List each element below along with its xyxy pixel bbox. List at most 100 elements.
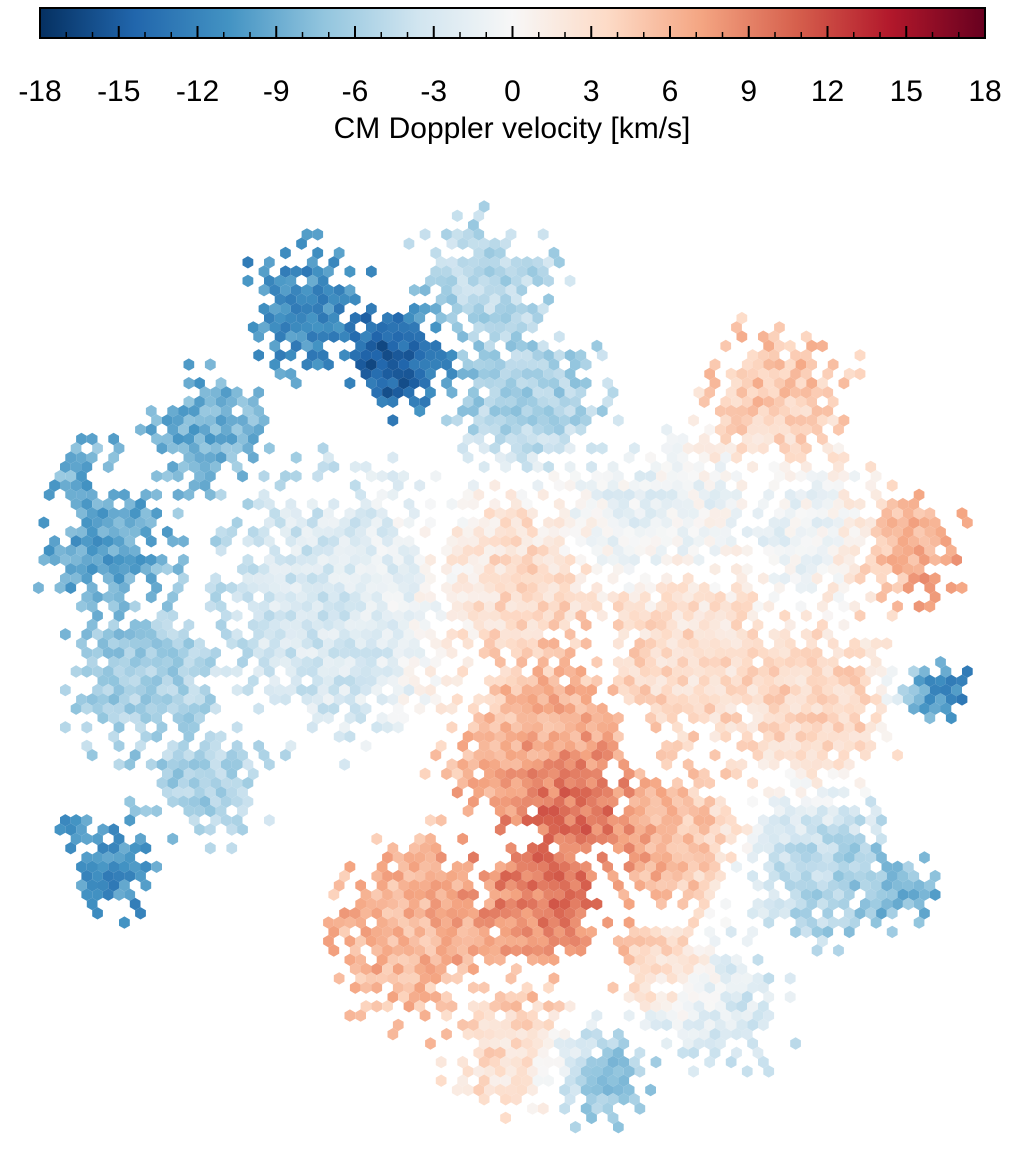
hex-cell xyxy=(81,702,93,715)
hex-cell xyxy=(204,786,216,799)
hex-cell xyxy=(97,842,109,855)
hex-cell xyxy=(108,842,119,855)
hex-cell xyxy=(827,842,839,855)
hex-cell xyxy=(285,367,297,381)
hex-cell xyxy=(151,693,162,706)
hex-cell xyxy=(505,637,517,650)
hex-cell xyxy=(543,869,554,883)
hex-cell xyxy=(511,423,522,436)
hex-cell xyxy=(704,479,715,492)
hex-cell xyxy=(784,618,796,632)
hex-cell xyxy=(183,414,195,427)
hex-cell xyxy=(306,311,318,325)
hex-cell xyxy=(559,749,570,762)
hex-cell xyxy=(634,953,646,966)
hex-cell xyxy=(736,404,748,418)
hex-cell xyxy=(870,897,882,911)
hex-cell xyxy=(231,758,243,771)
hex-cell xyxy=(484,377,495,390)
hex-cell xyxy=(441,879,452,892)
hex-cell xyxy=(919,553,930,567)
hex-cell xyxy=(505,581,517,594)
hex-cell xyxy=(172,693,184,706)
hex-cell xyxy=(548,1009,560,1022)
hex-cell xyxy=(494,749,506,762)
hex-cell xyxy=(698,693,710,706)
hex-cell xyxy=(468,795,479,808)
hex-cell xyxy=(462,358,474,371)
hex-cell xyxy=(553,349,565,362)
hex-cell xyxy=(441,972,452,985)
hex-cell xyxy=(258,581,270,594)
hex-cell xyxy=(167,776,179,790)
hex-cell xyxy=(81,869,93,883)
hex-cell xyxy=(360,683,372,697)
hex-cell xyxy=(199,758,211,771)
hex-cell xyxy=(129,656,141,669)
hex-cell xyxy=(113,646,125,660)
hex-cell xyxy=(156,609,168,622)
hex-cell xyxy=(183,767,195,780)
hex-cell xyxy=(827,525,839,539)
hex-cell xyxy=(468,907,479,920)
hex-cell xyxy=(215,767,227,780)
hex-cell xyxy=(527,1028,538,1041)
hex-cell xyxy=(516,693,528,706)
hex-cell xyxy=(151,488,162,501)
hex-cell xyxy=(86,563,98,576)
hex-cell xyxy=(795,804,807,818)
hex-cell xyxy=(688,693,699,706)
hex-cell xyxy=(387,916,399,929)
hex-cell xyxy=(629,553,640,567)
hex-cell xyxy=(242,683,254,697)
hex-cell xyxy=(806,767,817,780)
hex-cell xyxy=(677,935,689,948)
hex-cell xyxy=(457,349,468,362)
hex-cell xyxy=(484,749,495,762)
hex-cell xyxy=(860,879,871,892)
hex-cell xyxy=(682,814,694,827)
hex-cell xyxy=(451,228,463,241)
hex-cell xyxy=(312,637,324,650)
hex-cell xyxy=(92,516,103,529)
hex-cell xyxy=(296,535,307,548)
hex-cell xyxy=(339,293,350,306)
hex-cell xyxy=(403,646,415,660)
hex-cell xyxy=(462,563,474,576)
hex-cell xyxy=(285,274,297,288)
hex-cell xyxy=(468,1018,479,1032)
hex-cell xyxy=(596,1074,608,1087)
hex-cell xyxy=(656,525,667,539)
hex-cell xyxy=(650,702,662,715)
hex-cell xyxy=(392,590,404,604)
hex-cell xyxy=(629,665,640,678)
hex-cell xyxy=(274,293,286,306)
hex-cell xyxy=(306,553,318,567)
hex-cell xyxy=(704,869,715,883)
hex-cell xyxy=(403,516,415,529)
hex-cell xyxy=(140,525,152,539)
hex-cell xyxy=(215,488,227,501)
hex-cell xyxy=(800,497,812,511)
hex-cell xyxy=(924,693,936,706)
hex-cell xyxy=(768,330,780,343)
hex-cell xyxy=(489,311,501,325)
hex-cell xyxy=(537,563,549,576)
hex-cell xyxy=(532,256,544,269)
hex-cell xyxy=(720,674,732,687)
hex-cell xyxy=(629,851,640,864)
hex-cell xyxy=(919,516,930,529)
hex-cell xyxy=(532,423,544,436)
hex-cell xyxy=(790,386,801,399)
hex-cell xyxy=(602,525,613,539)
hex-cell xyxy=(709,730,721,743)
hex-cell xyxy=(360,888,372,901)
hex-cell xyxy=(656,488,667,501)
hex-cell xyxy=(575,479,587,492)
hex-cell xyxy=(661,851,673,864)
hex-cell xyxy=(666,693,678,706)
hex-cell xyxy=(253,386,264,399)
hex-cell xyxy=(81,553,93,567)
hex-cell xyxy=(677,972,689,985)
hex-cell xyxy=(854,516,866,529)
